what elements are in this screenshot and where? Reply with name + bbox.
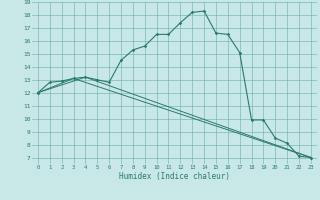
- X-axis label: Humidex (Indice chaleur): Humidex (Indice chaleur): [119, 172, 230, 181]
